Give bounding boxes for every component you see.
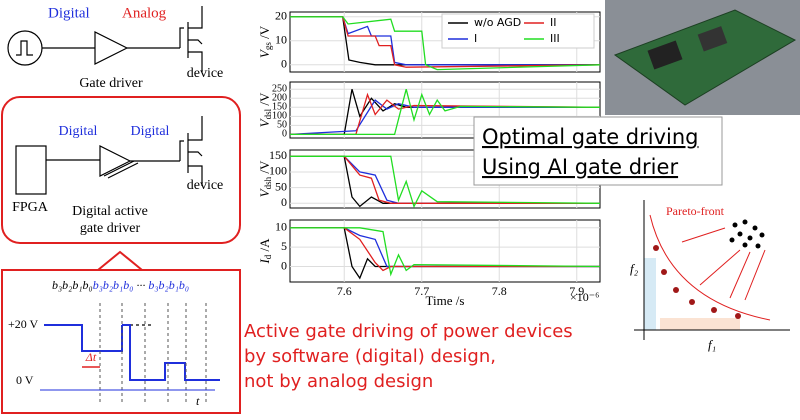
label: Digital [131,124,170,139]
legend-label: III [550,32,560,45]
y-axis-subscript: gs [263,42,273,51]
pareto-sketch [634,200,790,340]
y-tick-label: 5 [281,239,287,253]
waveform [290,92,601,136]
y-axis-unit: /A [257,238,272,255]
label: gate driver [80,221,141,236]
label: f₁ [708,337,716,352]
legend-label: II [550,16,557,29]
y-tick-label: 100 [269,164,287,178]
callout-box [473,116,723,186]
y-tick-label: 10 [275,33,287,47]
timing-diagram [40,303,220,403]
caption: not by analog design [244,371,433,392]
callout-text: Using AI gate drier [482,155,678,179]
y-axis-subscript: dsl [263,108,273,119]
label: Gate driver [79,76,143,91]
y-tick-label: 0 [281,57,287,71]
label: t [196,394,200,408]
x-tick-label: 7.9 [569,284,584,298]
x-tick-label: 7.8 [492,284,507,298]
x-exponent: ×10⁻⁶ [570,290,599,304]
y-tick-label: 10 [275,220,287,234]
y-tick-label: 0 [281,258,287,272]
label: FPGA [12,200,49,215]
legend-label: w/o AGD [474,16,521,29]
label: 0 V [16,373,34,387]
waveform [289,99,600,136]
y-axis-subscript: dsh [263,176,273,189]
y-tick-label: 200 [272,93,287,104]
callout-text: Optimal gate driving [482,125,699,149]
label: device [187,178,224,193]
top-circuit [7,6,203,72]
legend-box [441,13,595,49]
y-axis-label: Id /A [257,238,273,265]
y-axis-label: Vgs /V [257,25,273,58]
label: Analog [122,5,167,21]
waveform [290,16,601,71]
frame [1,96,241,244]
waveform [290,227,601,277]
waveform [290,89,601,136]
label: f₂ [630,261,639,276]
zoom-arrow [97,250,143,271]
label: Digital [48,5,90,21]
y-tick-label: 50 [275,179,287,193]
y-axis-label: Vdsh /V [257,160,273,197]
y-tick-label: 20 [275,9,287,23]
frame [1,269,241,414]
label: Digital [59,124,98,139]
label: Δt [85,350,97,364]
y-tick-label: 150 [272,102,287,113]
y-tick-label: 100 [272,111,287,122]
y-axis-unit: /V [257,92,272,109]
caption: by software (digital) design, [244,346,496,367]
x-axis-label: Time /s [426,293,465,308]
waveform [290,16,601,68]
y-tick-label: 50 [277,120,287,131]
y-tick-label: 0 [282,129,287,140]
y-axis-symbol: V [257,187,272,197]
y-tick-label: 0 [281,195,287,209]
label: Digital active [72,204,148,219]
y-axis-unit: /V [257,25,272,42]
label: device [187,66,224,81]
y-axis-unit: /V [257,160,272,177]
caption: Active gate driving of power devices [244,321,573,342]
legend-label: I [474,32,477,45]
y-axis-subscript: d [263,254,273,259]
photo [605,0,800,115]
y-tick-label: 150 [269,148,287,162]
bit-text: b₃b₂b₁b₀b₃b₂b₁b₀ ··· b₃b₂b₁b₀ [52,278,189,292]
y-axis-symbol: V [257,48,272,58]
x-tick-label: 7.7 [414,284,429,298]
x-tick-label: 7.6 [337,284,352,298]
label: +20 V [8,317,39,331]
middle-circuit [15,116,203,195]
y-axis-symbol: I [257,259,272,265]
waveform [290,155,601,209]
label: Pareto-front [666,204,725,218]
y-axis-label: Vdsl /V [257,92,273,127]
y-tick-label: 250 [272,84,287,95]
y-axis-symbol: V [257,117,272,127]
plot-area [289,219,601,283]
